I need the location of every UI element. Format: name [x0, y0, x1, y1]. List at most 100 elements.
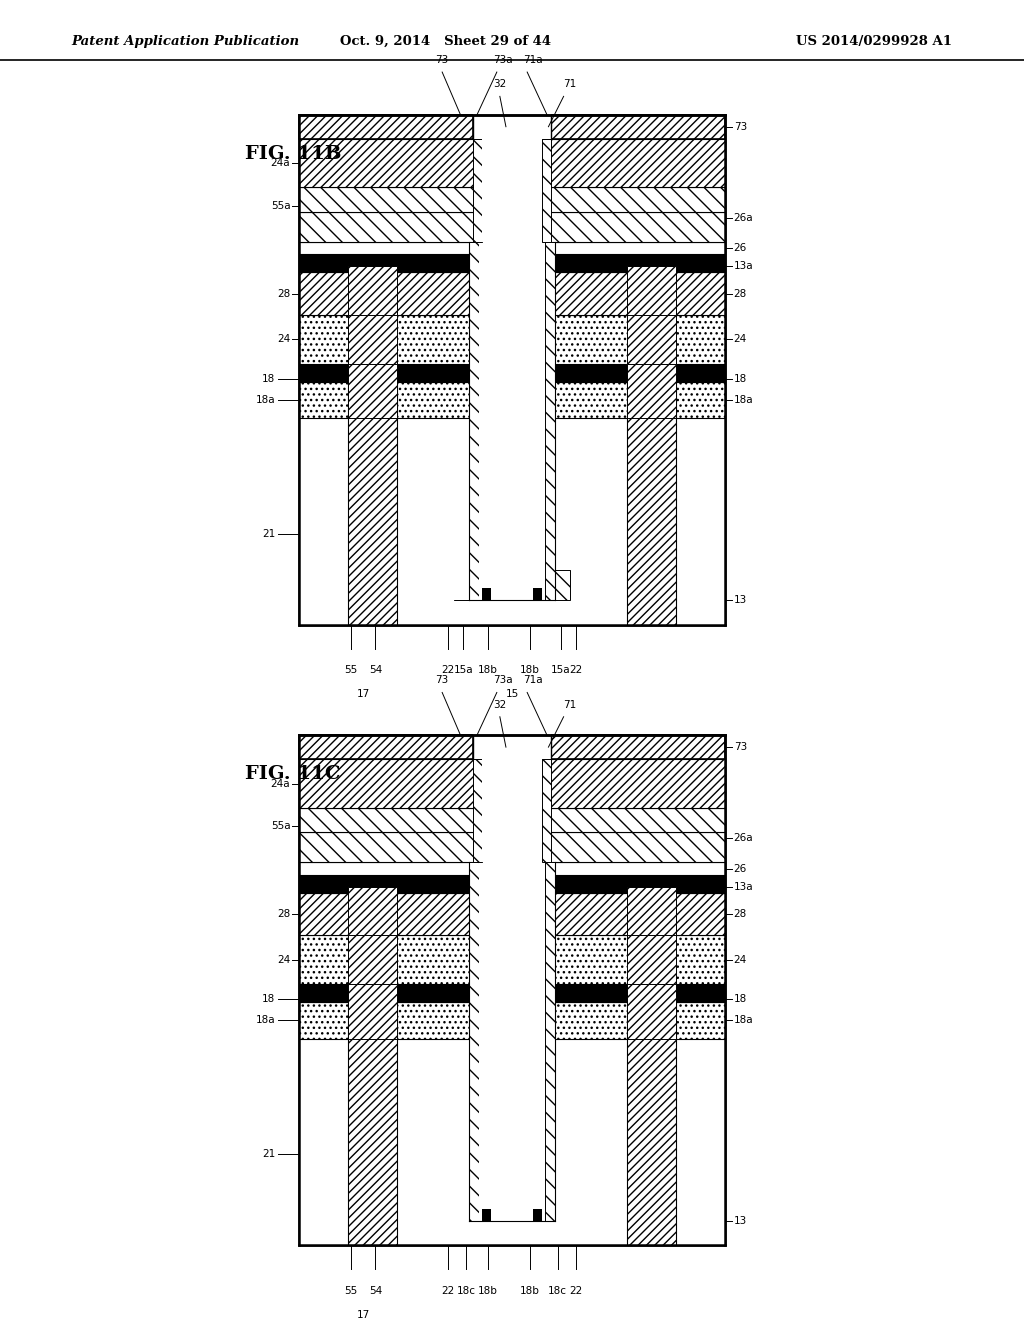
Text: 24: 24	[733, 334, 746, 345]
Text: 28: 28	[733, 289, 746, 298]
Text: 28: 28	[733, 909, 746, 919]
Bar	[543, 759, 552, 862]
Text: 13a: 13a	[733, 882, 754, 892]
Bar	[299, 255, 725, 272]
Bar	[628, 887, 676, 936]
Text: 55a: 55a	[270, 201, 291, 211]
Bar	[299, 187, 725, 211]
Bar	[469, 242, 478, 601]
Bar	[299, 115, 472, 139]
Text: 18b: 18b	[520, 665, 540, 675]
Bar	[299, 1039, 725, 1245]
Bar	[299, 418, 725, 624]
Bar	[299, 735, 725, 1245]
Bar	[543, 139, 552, 242]
Text: 18a: 18a	[256, 1015, 275, 1026]
Bar	[299, 1039, 396, 1245]
Bar	[299, 808, 725, 832]
Text: 18b: 18b	[478, 1286, 498, 1295]
Bar	[348, 363, 396, 418]
Text: 73: 73	[435, 55, 449, 65]
Text: Patent Application Publication: Patent Application Publication	[72, 34, 300, 48]
Bar	[555, 570, 569, 601]
Bar	[546, 242, 555, 601]
Bar	[628, 267, 676, 315]
Bar	[348, 887, 396, 936]
Bar	[478, 363, 546, 601]
Text: 55a: 55a	[270, 821, 291, 832]
Bar	[299, 983, 725, 1002]
Bar	[472, 759, 481, 862]
Bar	[348, 267, 396, 315]
Text: 18: 18	[733, 994, 746, 1005]
Text: 18a: 18a	[733, 1015, 754, 1026]
Text: 73a: 73a	[494, 55, 513, 65]
Bar	[299, 315, 725, 363]
Bar	[348, 370, 396, 624]
Text: 21: 21	[262, 528, 275, 539]
Text: 13: 13	[733, 1216, 746, 1226]
Text: 18: 18	[733, 374, 746, 384]
Text: 24a: 24a	[270, 779, 291, 788]
Bar	[628, 302, 676, 363]
Text: 22: 22	[569, 1286, 583, 1295]
Bar	[628, 370, 676, 624]
Text: 26a: 26a	[733, 213, 754, 223]
Text: 18c: 18c	[457, 1286, 476, 1295]
Text: 24: 24	[733, 954, 746, 965]
Text: 73: 73	[435, 676, 449, 685]
Bar	[348, 923, 396, 983]
Text: 17: 17	[356, 689, 370, 700]
Text: 15: 15	[506, 689, 518, 700]
Text: US 2014/0299928 A1: US 2014/0299928 A1	[797, 34, 952, 48]
Bar	[478, 242, 546, 601]
Text: FIG. 11C: FIG. 11C	[245, 766, 340, 783]
Text: 24a: 24a	[270, 158, 291, 168]
Bar	[299, 875, 725, 892]
Text: 71: 71	[563, 79, 577, 90]
Bar	[552, 115, 725, 139]
Text: 18: 18	[262, 994, 275, 1005]
Text: 18b: 18b	[478, 665, 498, 675]
Bar	[299, 418, 396, 624]
Bar	[348, 302, 396, 363]
Text: 15a: 15a	[551, 665, 570, 675]
Text: 13: 13	[733, 595, 746, 606]
Bar	[348, 990, 396, 1245]
Text: 18c: 18c	[548, 1286, 567, 1295]
Bar	[472, 731, 552, 759]
Text: 32: 32	[494, 79, 507, 90]
Text: 55: 55	[344, 665, 357, 675]
Text: 71a: 71a	[523, 676, 543, 685]
Text: 28: 28	[278, 289, 291, 298]
Bar	[299, 211, 725, 242]
Text: 26a: 26a	[733, 833, 754, 843]
Bar	[299, 272, 725, 315]
Bar	[481, 759, 543, 862]
Text: 55: 55	[344, 1286, 357, 1295]
Text: 71: 71	[563, 700, 577, 710]
Bar	[472, 139, 481, 242]
Bar	[552, 735, 725, 759]
Text: 24: 24	[278, 954, 291, 965]
Text: Oct. 9, 2014   Sheet 29 of 44: Oct. 9, 2014 Sheet 29 of 44	[340, 34, 551, 48]
Text: 18b: 18b	[520, 1286, 540, 1295]
Bar	[299, 139, 725, 187]
Bar	[348, 983, 396, 1039]
Text: 21: 21	[262, 1148, 275, 1159]
Bar	[299, 892, 725, 936]
Text: 13a: 13a	[733, 261, 754, 272]
Text: 22: 22	[441, 1286, 455, 1295]
Bar	[299, 363, 725, 381]
Bar	[628, 990, 676, 1245]
Bar	[299, 242, 725, 255]
Bar	[628, 983, 676, 1039]
Bar	[299, 735, 472, 759]
Bar	[481, 139, 543, 242]
Bar	[299, 381, 725, 418]
Text: 18a: 18a	[256, 395, 275, 405]
Bar	[546, 862, 555, 1221]
Bar	[628, 923, 676, 983]
Text: 18: 18	[262, 374, 275, 384]
Text: 32: 32	[494, 700, 507, 710]
